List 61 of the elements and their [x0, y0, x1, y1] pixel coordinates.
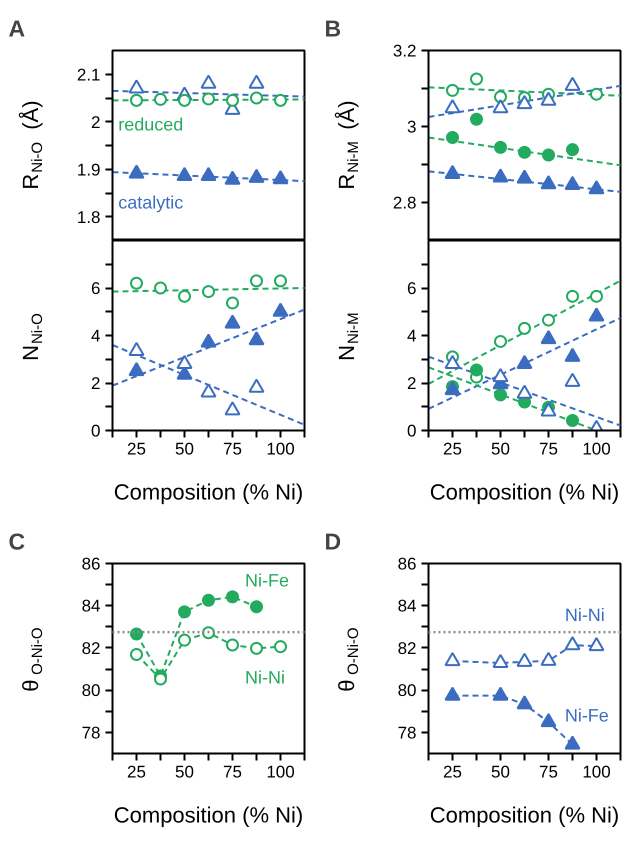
y-axis-title: NNi-O — [18, 313, 46, 361]
y-tick-label: 1.8 — [76, 208, 101, 227]
x-axis-title: Composition (% Ni) — [114, 480, 304, 504]
y-tick-label: 80 — [398, 681, 417, 700]
x-axis-title: Composition (% Ni) — [430, 802, 620, 828]
y-tick-label: 82 — [398, 638, 417, 658]
y-tick-label: 2 — [91, 374, 101, 393]
y-axis-title: RNi-O (Å) — [18, 100, 46, 190]
y-tick-label: 80 — [82, 681, 101, 700]
y-tick-label: 84 — [398, 596, 417, 616]
x-tick-label: 50 — [175, 762, 194, 782]
y-tick-label: 1.9 — [76, 160, 101, 180]
y-tick-label: 86 — [398, 554, 417, 574]
x-tick-label: 50 — [491, 440, 510, 458]
y-tick-label: 84 — [82, 596, 101, 616]
y-axis-title: RNi-M (Å) — [334, 100, 362, 190]
y-tick-label: 3.2 — [392, 42, 417, 60]
y-tick-label: 86 — [82, 554, 101, 574]
annotation: Ni-Fe — [564, 706, 609, 726]
chart-title: A — [8, 16, 26, 42]
y-axis-title: NNi-M — [334, 312, 362, 361]
annotation: Ni-Fe — [244, 570, 289, 591]
x-tick-label: 50 — [491, 762, 510, 782]
annotation: catalytic — [118, 192, 184, 212]
x-tick-label: 75 — [539, 440, 558, 458]
y-tick-label: 78 — [82, 723, 101, 742]
y-tick-label: 2.1 — [76, 65, 101, 84]
y-tick-label: 3 — [407, 118, 417, 136]
y-tick-label: 6 — [91, 279, 101, 298]
y-tick-label: 2 — [407, 374, 417, 393]
x-tick-label: 100 — [582, 762, 611, 782]
x-tick-label: 25 — [443, 762, 462, 782]
y-tick-label: 4 — [407, 326, 417, 346]
y-tick-label: 0 — [407, 422, 417, 440]
annotation: reduced — [118, 114, 184, 135]
y-tick-label: 2 — [91, 112, 101, 132]
y-tick-label: 82 — [82, 638, 101, 658]
x-tick-label: 100 — [266, 762, 295, 782]
x-tick-label: 100 — [582, 440, 611, 458]
x-tick-label: 25 — [127, 440, 146, 458]
annotation: Ni-Ni — [244, 668, 285, 688]
x-axis-title: Composition (% Ni) — [114, 802, 304, 828]
x-tick-label: 50 — [175, 440, 194, 458]
y-axis-title: θO-Ni-O — [18, 627, 46, 692]
x-tick-label: 25 — [127, 762, 146, 782]
x-tick-label: 25 — [443, 440, 462, 458]
y-tick-label: 2.8 — [392, 194, 417, 212]
annotation: Ni-Ni — [564, 604, 605, 625]
x-tick-label: 75 — [223, 440, 242, 458]
y-axis-title: θO-Ni-O — [334, 627, 362, 692]
chart-title: B — [324, 16, 342, 42]
y-tick-label: 6 — [407, 279, 417, 298]
x-tick-label: 100 — [266, 440, 295, 458]
x-tick-label: 75 — [539, 762, 558, 782]
y-tick-label: 78 — [398, 723, 417, 742]
y-tick-label: 0 — [91, 422, 101, 440]
y-tick-label: 4 — [91, 326, 101, 346]
chart-title: C — [8, 528, 26, 554]
chart-title: D — [324, 528, 342, 554]
x-axis-title: Composition (% Ni) — [430, 480, 620, 504]
x-tick-label: 75 — [223, 762, 242, 782]
